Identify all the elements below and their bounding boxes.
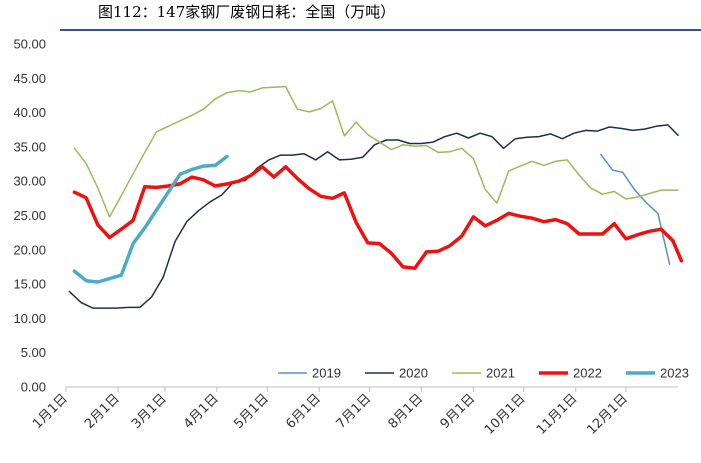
legend-label-2019: 2019 — [312, 366, 341, 381]
chart-title: 图112：147家钢厂废钢日耗：全国（万吨） — [98, 3, 395, 21]
y-tick-label: 40.00 — [13, 105, 46, 120]
y-tick-label: 15.00 — [13, 277, 46, 292]
series-line-2021 — [73, 85, 679, 218]
y-tick-label: 45.00 — [13, 71, 46, 86]
legend-label-2021: 2021 — [486, 366, 515, 381]
y-tick-label: 0.00 — [21, 380, 46, 395]
y-tick-label: 20.00 — [13, 242, 46, 257]
x-tick-label: 1月1日 — [30, 391, 71, 432]
x-tick-label: 7月1日 — [334, 391, 375, 432]
series-layer — [68, 85, 684, 309]
y-tick-label: 30.00 — [13, 174, 46, 189]
y-tick-label: 35.00 — [13, 139, 46, 154]
x-tick-label: 10月1日 — [482, 391, 529, 438]
y-tick-label: 10.00 — [13, 311, 46, 326]
x-tick-label: 12月1日 — [584, 391, 631, 438]
x-axis: 1月1日 2月1日 3月1日 4月1日 5月1日 6月1日 7月1日 8月1日 9月1日 10月1… — [30, 386, 678, 438]
legend: 2019 2020 2021 2022 2023 — [278, 366, 689, 381]
series-line-2022 — [72, 165, 684, 271]
x-tick-label: 11月1日 — [534, 391, 581, 438]
y-tick-label: 25.00 — [13, 208, 46, 223]
x-tick-label: 3月1日 — [129, 391, 170, 432]
x-tick-label: 9月1日 — [438, 391, 479, 432]
x-tick-label: 6月1日 — [283, 391, 324, 432]
series-line-2023 — [72, 154, 229, 284]
series-line-2020 — [68, 124, 679, 309]
y-axis: 50.00 45.00 40.00 35.00 30.00 25.00 20.00 15.00… — [13, 37, 46, 395]
x-tick-label: 8月1日 — [386, 391, 427, 432]
legend-label-2023: 2023 — [660, 366, 689, 381]
x-tick-label: 4月1日 — [181, 391, 222, 432]
y-tick-label: 5.00 — [21, 345, 46, 360]
x-tick-label: 2月1日 — [82, 391, 123, 432]
series-line-2019 — [600, 153, 671, 265]
legend-label-2022: 2022 — [573, 366, 602, 381]
legend-label-2020: 2020 — [399, 366, 428, 381]
y-tick-label: 50.00 — [13, 37, 46, 52]
x-tick-label: 5月1日 — [231, 391, 272, 432]
